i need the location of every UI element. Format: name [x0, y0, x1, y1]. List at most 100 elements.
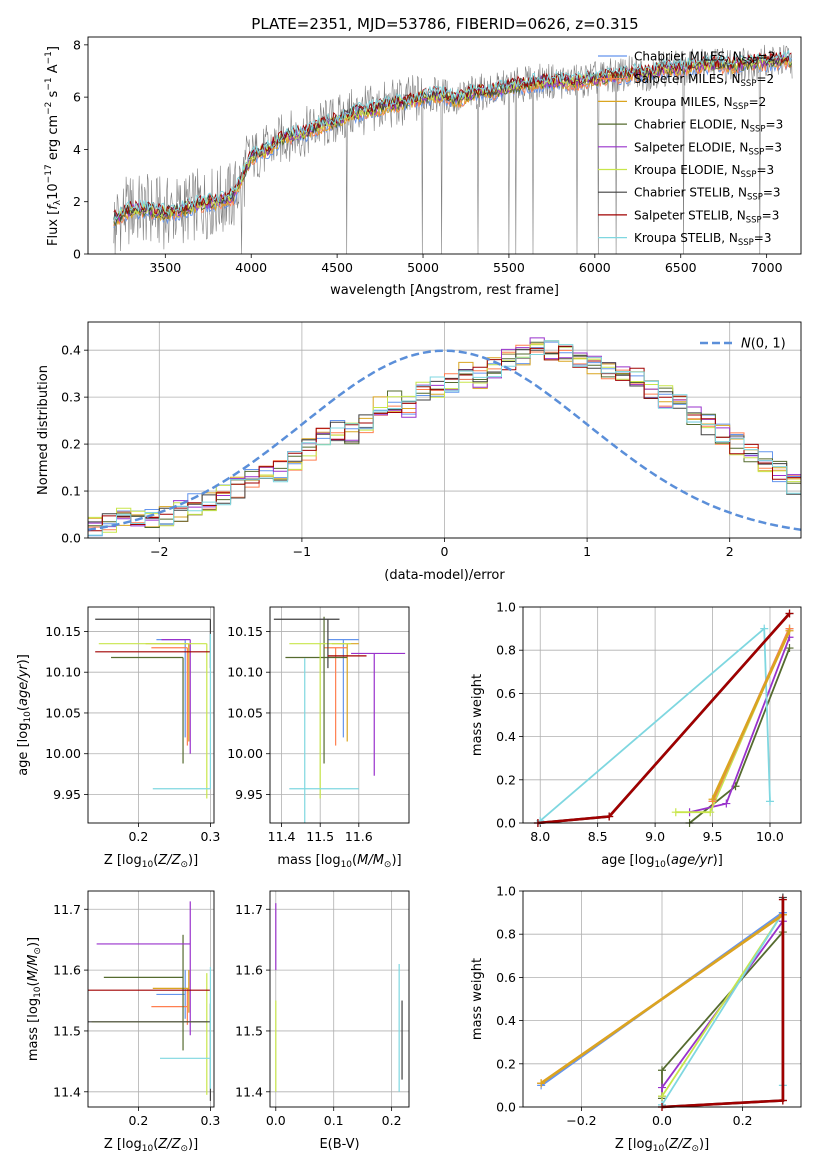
x-tick-label: 0.2 — [128, 829, 148, 844]
legend-label: Kroupa STELIB, NSSP=3 — [634, 231, 772, 248]
y-tick-label: 6 — [73, 90, 81, 105]
legend-subscript: SSP — [733, 102, 749, 112]
x-axis-label: age [log10(age/yr)] — [601, 853, 723, 870]
legend-text: =3 — [756, 163, 774, 177]
x-tick-label: 6500 — [665, 260, 697, 275]
legend-label: Chabrier ELODIE, NSSP=3 — [634, 118, 783, 135]
label-part: ⊙ — [691, 1144, 699, 1154]
weight-line-kroupa-miles — [711, 630, 791, 800]
label-part: Z [log — [615, 1137, 653, 1152]
legend-text: =3 — [754, 231, 772, 245]
label-part: −2 — [44, 102, 54, 115]
label-part: 10 — [142, 860, 154, 870]
legend-text: =2 — [758, 50, 776, 64]
y-axis-label: mass weight — [470, 958, 485, 1040]
y-tick-label: 0.4 — [496, 729, 516, 744]
histogram-chabrier-stelib — [88, 346, 801, 538]
y-tick-label: 11.5 — [53, 1023, 81, 1038]
y-tick-label: 10.05 — [45, 705, 81, 720]
histogram-salpeter-miles — [88, 344, 801, 538]
legend-text: Salpeter ELODIE, N — [634, 140, 748, 154]
legend-subscript: SSP — [741, 79, 757, 89]
label-part: ⊙ — [33, 947, 43, 955]
weight-line-kroupa-stelib — [661, 909, 784, 1106]
x-tick-label: 5000 — [407, 260, 439, 275]
legend-subscript: SSP — [738, 238, 754, 248]
weight-marker — [760, 624, 769, 633]
y-tick-label: 10.10 — [227, 665, 263, 680]
x-tick-label: 11.4 — [268, 829, 296, 844]
label-part: age [log — [16, 723, 31, 776]
label-part: ( — [153, 853, 158, 868]
weight-marker — [778, 895, 787, 904]
label-part: 10 — [653, 1144, 665, 1154]
legend-text: Kroupa MILES, N — [634, 95, 733, 109]
y-tick-label: 0.0 — [496, 1100, 516, 1115]
x-axis-label: Z [log10(Z/Z⊙)] — [104, 853, 198, 870]
x-tick-label: 11.6 — [345, 829, 373, 844]
legend-subscript: SSP — [741, 170, 757, 180]
label-part: )] — [16, 654, 31, 664]
y-tick-label: 11.7 — [235, 902, 263, 917]
x-tick-label: 0.3 — [200, 829, 220, 844]
label-part: Z [log — [104, 1137, 142, 1152]
label-part: )] — [713, 853, 723, 868]
label-part: ( — [666, 853, 671, 868]
figure-title: PLATE=2351, MJD=53786, FIBERID=0626, z=0… — [251, 15, 638, 33]
x-tick-label: 2 — [726, 544, 734, 559]
weight-marker — [658, 1066, 666, 1075]
axes-frame — [269, 606, 410, 824]
legend-subscript: SSP — [746, 215, 762, 225]
legend-text: (0, 1) — [751, 337, 786, 352]
legend-subscript: SSP — [747, 193, 763, 203]
x-tick-label: 3500 — [149, 260, 181, 275]
legend-text: Kroupa ELODIE, N — [634, 163, 741, 177]
x-tick-label: 4500 — [321, 260, 353, 275]
x-tick-label: 0.3 — [200, 1113, 220, 1128]
y-tick-label: 0.2 — [61, 437, 81, 452]
weight-marker — [537, 1079, 546, 1088]
label-part: M/M — [357, 853, 384, 868]
label-part: f — [46, 203, 61, 210]
label-part: )] — [391, 853, 401, 868]
y-tick-label: 11.4 — [53, 1084, 81, 1099]
y-tick-label: 10.10 — [45, 665, 81, 680]
weight-marker — [706, 808, 715, 817]
y-tick-label: 0.4 — [61, 343, 81, 358]
label-part: ⊙ — [384, 860, 392, 870]
x-tick-label: 11.5 — [306, 829, 334, 844]
y-tick-label: 0.3 — [61, 390, 81, 405]
axes-frame — [522, 890, 802, 1108]
label-part: Z/Z — [157, 853, 181, 868]
label-part: ( — [352, 853, 357, 868]
legend-label: Chabrier MILES, NSSP=2 — [634, 50, 775, 67]
legend-text: Salpeter STELIB, N — [634, 208, 746, 222]
legend-text: Chabrier MILES, N — [634, 50, 742, 64]
x-tick-label: 8.0 — [530, 829, 550, 844]
legend-label: Salpeter ELODIE, NSSP=3 — [634, 140, 782, 157]
x-axis-label: Z [log10(Z/Z⊙)] — [615, 1137, 709, 1154]
legend-subscript: SSP — [742, 57, 758, 67]
x-tick-label: 8.5 — [588, 829, 608, 844]
legend-text: Chabrier ELODIE, N — [634, 118, 750, 132]
label-part: ( — [26, 981, 41, 986]
label-part: ⊙ — [180, 1144, 188, 1154]
weight-marker — [708, 795, 717, 804]
legend-label: Kroupa MILES, NSSP=2 — [634, 95, 766, 112]
y-tick-label: 0.0 — [496, 816, 516, 831]
x-tick-label: 0.2 — [733, 1113, 753, 1128]
histogram-salpeter-stelib — [88, 345, 801, 538]
x-axis-label: Z [log10(Z/Z⊙)] — [104, 1137, 198, 1154]
chart-mass_weight_vs_Z: −0.2 0.0 0.2 0.0 0.2 0.4 0.6 0.8 1.0 Z [log10(Z/Z… — [470, 884, 802, 1154]
x-tick-label: 10.0 — [756, 829, 784, 844]
legend-label: Kroupa ELODIE, NSSP=3 — [634, 163, 774, 180]
x-tick-label: 0.0 — [266, 1113, 286, 1128]
label-part: ⊙ — [180, 860, 188, 870]
label-part: 10 — [46, 183, 61, 200]
x-tick-label: 7000 — [751, 260, 783, 275]
x-tick-label: 0.1 — [324, 1113, 344, 1128]
label-part: age/yr — [671, 853, 714, 868]
legend-text: =3 — [762, 208, 780, 222]
y-tick-label: 11.5 — [235, 1023, 263, 1038]
